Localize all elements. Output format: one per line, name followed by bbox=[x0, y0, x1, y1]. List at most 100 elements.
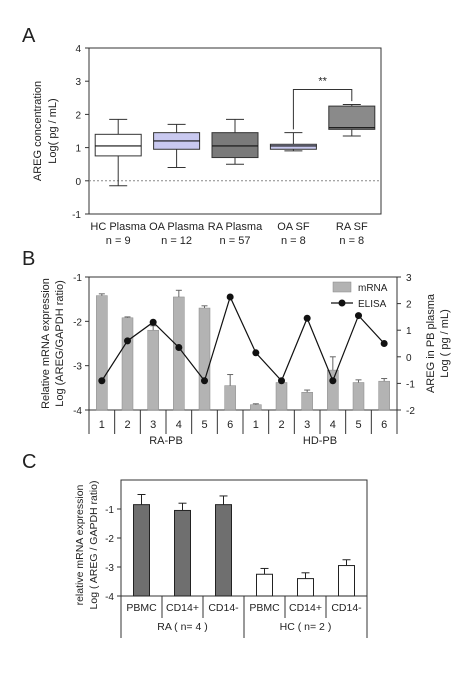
plot-frame bbox=[88, 276, 398, 411]
y-tick-label: -4 bbox=[105, 592, 114, 603]
x-tick-label: 5 bbox=[201, 419, 207, 431]
legend-line-marker bbox=[338, 299, 346, 307]
elisa-point bbox=[355, 312, 362, 320]
x-tick-label: CD14+ bbox=[166, 602, 199, 614]
expression-bar bbox=[338, 565, 355, 597]
x-tick-label: 4 bbox=[330, 419, 336, 431]
y-tick-label: -3 bbox=[73, 362, 82, 373]
legend-line-label: ELISA bbox=[358, 299, 387, 310]
expression-bar bbox=[297, 578, 314, 597]
y-tick-label: -2 bbox=[105, 534, 114, 545]
legend-bar-label: mRNA bbox=[358, 283, 388, 294]
elisa-point bbox=[98, 377, 106, 385]
x-tick-label: 2 bbox=[124, 419, 130, 431]
significance-bracket bbox=[292, 89, 353, 130]
y-axis-title: relative mRNA expression bbox=[74, 484, 86, 605]
x-tick-label: 5 bbox=[355, 419, 361, 431]
x-tick-label: 2 bbox=[278, 419, 284, 431]
elisa-point bbox=[201, 377, 208, 385]
x-tick-label: PBMC bbox=[249, 602, 280, 614]
x-tick-label: CD14- bbox=[208, 602, 239, 614]
mrna-bar bbox=[121, 317, 134, 411]
elisa-point bbox=[380, 340, 388, 347]
mrna-bar bbox=[173, 296, 185, 411]
box bbox=[328, 105, 376, 130]
group-label: RA Plasma bbox=[208, 221, 263, 233]
x-tick-label: 1 bbox=[99, 419, 105, 431]
group-label: RA SF bbox=[336, 221, 368, 233]
x-tick-label: 1 bbox=[253, 419, 259, 431]
y-axis-subtitle: Log ( AREG / GAPDH ratio) bbox=[88, 481, 100, 610]
panel-c-bar-chart: -1 -2 -3 -4 relative mRNA expression Log ( AR… bbox=[74, 479, 368, 638]
x-tick-label: 3 bbox=[304, 419, 310, 431]
y2-tick-label: 2 bbox=[406, 300, 412, 311]
y-tick-label: 0 bbox=[75, 177, 81, 188]
y2-tick-label: -1 bbox=[406, 379, 415, 390]
mrna-bar bbox=[198, 307, 211, 411]
panel-letter-c: C bbox=[22, 451, 36, 473]
panel-b-bar-line-chart: -1 -2 -3 -4 3 2 1 0 -1 -2 Relative mRNA expression… bbox=[40, 273, 451, 447]
elisa-point bbox=[252, 349, 260, 357]
x-tick-label: 4 bbox=[176, 419, 182, 431]
group-n-label: n = 8 bbox=[281, 235, 306, 247]
x-tick-label: PBMC bbox=[126, 602, 157, 614]
y-tick-label: 1 bbox=[75, 144, 81, 155]
mrna-bar bbox=[147, 329, 159, 411]
x-tick-label: 6 bbox=[381, 419, 387, 431]
mrna-bar bbox=[378, 380, 390, 411]
group-label: OA Plasma bbox=[149, 221, 205, 233]
x-group-label: HC ( n= 2 ) bbox=[280, 621, 332, 633]
mrna-bar bbox=[250, 404, 262, 411]
plot-frame bbox=[88, 47, 382, 215]
group-n-label: n = 8 bbox=[339, 235, 364, 247]
elisa-point bbox=[226, 293, 234, 301]
y-tick-label: 3 bbox=[75, 77, 81, 88]
group-n-label: n = 57 bbox=[220, 235, 251, 247]
x-tick-label: CD14+ bbox=[289, 602, 322, 614]
y-tick-label: -1 bbox=[105, 505, 114, 516]
mrna-bar bbox=[301, 392, 313, 411]
legend-bar-swatch bbox=[332, 281, 352, 293]
y-tick-label: -1 bbox=[73, 273, 82, 284]
plot-frame bbox=[120, 479, 368, 597]
x-tick-label: 3 bbox=[150, 419, 156, 431]
elisa-point bbox=[124, 337, 131, 345]
elisa-point bbox=[329, 377, 337, 385]
panel-letter-a: A bbox=[22, 25, 36, 47]
group-n-label: n = 12 bbox=[161, 235, 192, 247]
box bbox=[269, 143, 317, 150]
y-axis-title: Relative mRNA expression bbox=[40, 278, 52, 409]
y-tick-label: 2 bbox=[75, 110, 81, 121]
elisa-point bbox=[149, 318, 157, 326]
significance-label: ** bbox=[318, 76, 327, 88]
y-tick-label: -4 bbox=[73, 406, 82, 417]
y2-tick-label: 3 bbox=[406, 273, 412, 284]
x-group-label: RA-PB bbox=[149, 435, 183, 447]
group-label: HC Plasma bbox=[90, 221, 147, 233]
y-tick-label: -2 bbox=[73, 317, 82, 328]
elisa-point bbox=[303, 314, 311, 322]
elisa-line bbox=[101, 295, 385, 383]
y-axis-title: AREG concentration bbox=[32, 81, 44, 181]
y2-axis-subtitle: Log ( pg / mL) bbox=[439, 309, 451, 377]
x-group-label: RA ( n= 4 ) bbox=[157, 621, 207, 633]
elisa-point bbox=[278, 377, 285, 385]
mrna-bar bbox=[352, 382, 365, 411]
y2-tick-label: 1 bbox=[406, 326, 412, 337]
x-tick-label: CD14- bbox=[331, 602, 362, 614]
mrna-bar bbox=[96, 295, 108, 411]
expression-bar bbox=[256, 573, 273, 597]
y-axis-subtitle: Log (AREG/GAPDH ratio) bbox=[54, 280, 66, 407]
group-n-label: n = 9 bbox=[106, 235, 131, 247]
expression-bar bbox=[174, 509, 191, 597]
x-tick-label: 6 bbox=[227, 419, 233, 431]
expression-bar bbox=[133, 504, 150, 597]
y-tick-label: -3 bbox=[105, 563, 114, 574]
y-tick-label: -1 bbox=[72, 210, 81, 221]
y2-axis-title: AREG in PB plasma bbox=[425, 293, 437, 393]
y-axis-subtitle: Log( pg / mL) bbox=[47, 98, 59, 163]
mrna-bar bbox=[275, 382, 288, 411]
x-group-label: HD-PB bbox=[303, 435, 337, 447]
group-label: OA SF bbox=[277, 221, 310, 233]
